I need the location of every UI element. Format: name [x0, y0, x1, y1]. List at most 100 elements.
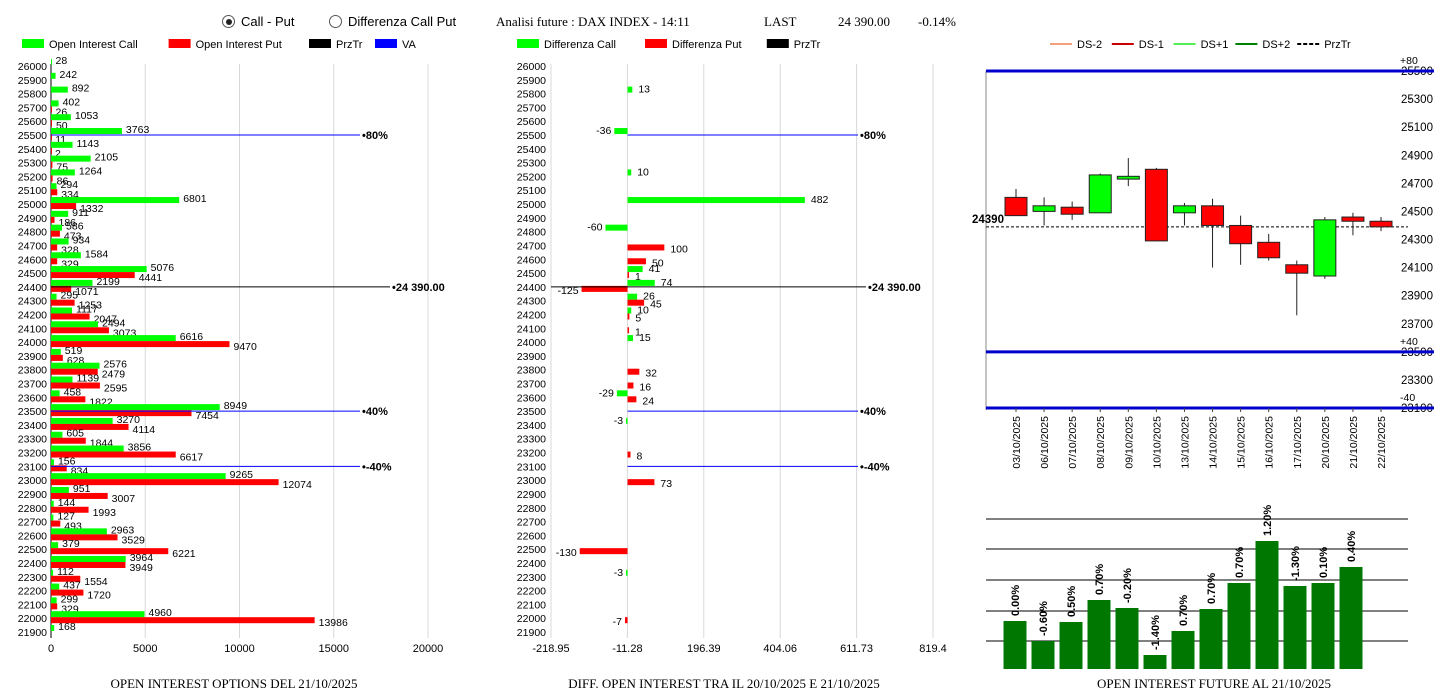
put-oi-value: 1720 — [87, 590, 111, 602]
put-oi-value: 1332 — [80, 203, 104, 215]
mode-diff-call-put-radio[interactable]: Differenza Call Put — [329, 14, 456, 29]
date-tick-label: 07/10/2025 — [1067, 416, 1079, 469]
put-oi-value: 1071 — [75, 286, 99, 298]
chart-title: OPEN INTEREST OPTIONS DEL 21/10/2025 — [111, 676, 358, 689]
call-diff-bar — [614, 128, 628, 135]
call-diff-bar — [627, 197, 805, 204]
put-oi-value: 75 — [56, 162, 68, 174]
oi-change-label: 0.70% — [1178, 595, 1190, 626]
call-oi-bar — [51, 362, 100, 369]
mode-call-put-radio[interactable]: Call - Put — [222, 14, 294, 29]
put-oi-value: 6221 — [172, 548, 196, 560]
x-tick-label: 15000 — [318, 643, 349, 655]
top-bar: Call - Put Differenza Call Put Analisi f… — [0, 0, 1450, 40]
put-diff-value: 8 — [636, 451, 642, 463]
call-diff-bar — [627, 266, 643, 273]
strike-tick-label: 25100 — [517, 185, 546, 197]
x-tick-label: 196.39 — [687, 643, 721, 655]
call-diff-bar — [627, 335, 634, 342]
call-diff-value: 482 — [811, 194, 829, 206]
call-oi-bar — [51, 611, 145, 618]
strike-tick-label: 23300 — [18, 434, 47, 446]
call-oi-bar — [51, 59, 52, 65]
put-oi-bar — [51, 106, 52, 113]
candle-body — [1201, 205, 1225, 226]
call-oi-value: 911 — [72, 207, 89, 219]
put-diff-value: 24 — [642, 395, 654, 407]
call-oi-value: 3964 — [130, 552, 154, 564]
strike-tick-label: 24100 — [517, 323, 546, 335]
strike-tick-label: 24700 — [517, 240, 546, 252]
candle-body — [1369, 220, 1393, 228]
strike-tick-label: 23500 — [18, 406, 47, 418]
strike-tick-label: 22900 — [517, 489, 546, 501]
call-diff-bar — [605, 224, 628, 231]
candle-body — [1144, 168, 1168, 242]
put-oi-value: 3007 — [112, 493, 136, 505]
x-tick-label: -218.95 — [532, 643, 569, 655]
strike-tick-label: 23400 — [18, 420, 47, 432]
call-oi-value: 2105 — [95, 152, 119, 164]
radio-unselected-icon — [329, 15, 342, 28]
call-oi-value: 2576 — [104, 359, 128, 371]
date-tick-label: 22/10/2025 — [1376, 416, 1388, 469]
put-oi-bar — [51, 589, 84, 596]
put-oi-bar — [51, 396, 86, 403]
call-oi-value: 402 — [63, 96, 81, 108]
call-oi-bar — [51, 155, 91, 162]
strike-tick-label: 25300 — [517, 158, 546, 170]
oi-change-label: 0.70% — [1094, 564, 1106, 595]
call-diff-bar — [626, 569, 628, 576]
put-diff-value: 50 — [652, 257, 664, 269]
y-tick-label: 24700 — [1401, 178, 1433, 190]
put-oi-bar — [51, 520, 61, 527]
strike-tick-label: 23100 — [18, 461, 47, 473]
strike-tick-label: 24000 — [18, 337, 47, 349]
oi-future-bar — [1199, 609, 1223, 669]
oi-change-label: -0.20% — [1122, 568, 1134, 603]
put-oi-bar — [51, 299, 75, 306]
call-oi-bar — [51, 86, 68, 93]
put-oi-bar — [51, 244, 58, 251]
strike-tick-label: 22800 — [18, 503, 47, 515]
put-oi-bar — [51, 189, 58, 196]
strike-tick-label: 22100 — [18, 599, 47, 611]
legend-swatch — [22, 39, 44, 48]
put-diff-value: 100 — [670, 243, 688, 255]
call-diff-value: 74 — [661, 277, 673, 289]
legend-label: DS+1 — [1201, 39, 1229, 51]
strike-tick-label: 25400 — [18, 144, 47, 156]
call-oi-value: 892 — [72, 83, 90, 95]
put-oi-value: 3529 — [122, 534, 146, 546]
put-diff-bar — [627, 479, 655, 486]
put-oi-value: 50 — [56, 120, 68, 132]
call-oi-value: 2199 — [96, 276, 120, 288]
put-oi-bar — [51, 327, 109, 334]
legend-label: Open Interest Call — [49, 39, 138, 51]
put-oi-bar — [51, 147, 52, 154]
put-oi-bar — [51, 368, 98, 375]
put-oi-value: 1554 — [84, 576, 108, 588]
strike-tick-label: 22000 — [18, 613, 47, 625]
put-diff-bar — [627, 313, 630, 320]
call-oi-bar — [51, 335, 176, 342]
put-oi-value: 11 — [55, 134, 66, 146]
call-diff-bar — [627, 169, 632, 176]
call-oi-bar — [51, 210, 69, 217]
strike-tick-label: 24200 — [517, 309, 546, 321]
x-tick-label: 0 — [48, 643, 54, 655]
put-oi-bar — [51, 203, 77, 210]
call-oi-bar — [51, 500, 54, 507]
put-diff-bar — [579, 548, 628, 555]
put-diff-bar — [627, 299, 645, 306]
last-change: -0.14% — [918, 14, 956, 29]
strike-tick-label: 22300 — [18, 572, 47, 584]
legend-label: Open Interest Put — [196, 39, 282, 51]
reference-label: •40% — [860, 406, 886, 418]
mode-call-put-label: Call - Put — [241, 14, 295, 29]
oi-future-bar — [1283, 586, 1307, 669]
call-oi-bar — [51, 625, 55, 631]
strike-tick-label: 24800 — [517, 227, 546, 239]
strike-tick-label: 23000 — [517, 475, 546, 487]
x-tick-label: 5000 — [133, 643, 157, 655]
